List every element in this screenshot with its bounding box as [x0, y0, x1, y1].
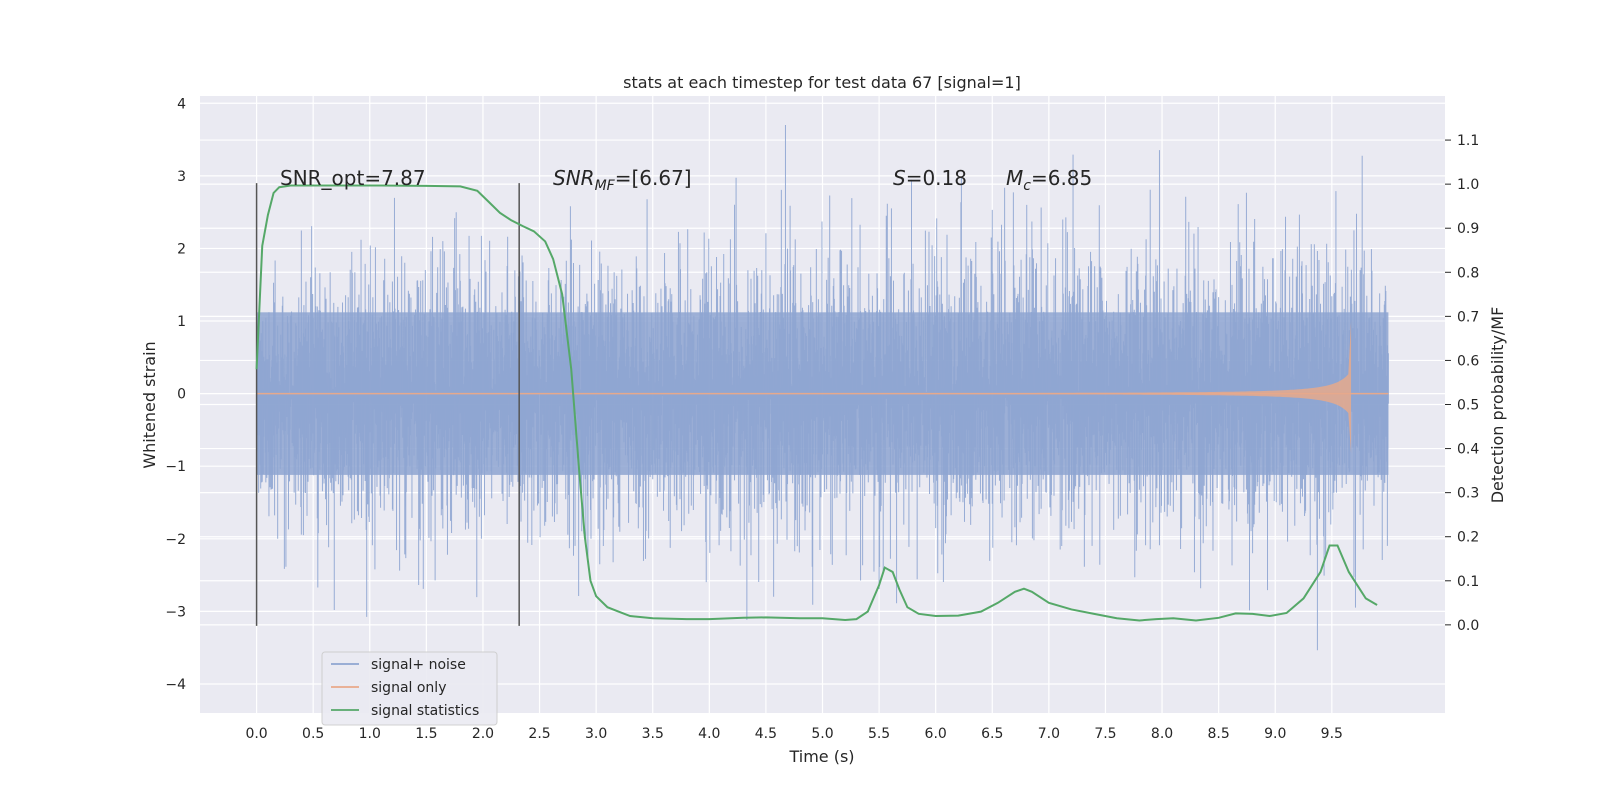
- y-axis-label-right: Detection probability/MF: [1488, 307, 1507, 504]
- y-left-tick-label: −4: [165, 677, 186, 693]
- series-signal-only: [256, 321, 1389, 454]
- chart-title: stats at each timestep for test data 67 …: [623, 73, 1021, 92]
- y-right-tick-label: 0.1: [1457, 574, 1479, 590]
- y-right-tick-label: 0.2: [1457, 530, 1479, 546]
- mc-value: =6.85: [1031, 166, 1092, 190]
- y-left-tick-label: 1: [177, 314, 186, 330]
- y-left-tick-label: 3: [177, 169, 186, 185]
- x-tick-label: 6.5: [981, 726, 1003, 742]
- snr-mf-value: =[6.67]: [615, 166, 692, 190]
- x-tick-label: 5.5: [868, 726, 890, 742]
- legend-label-signal-noise: signal+ noise: [371, 657, 466, 673]
- y-axis-label-left: Whitened strain: [140, 341, 159, 468]
- y-left-tick-label: 2: [177, 241, 186, 257]
- x-tick-label: 0.5: [302, 726, 324, 742]
- x-tick-label: 0.0: [245, 726, 267, 742]
- annotation-mc: Mc=6.85: [1006, 166, 1092, 194]
- annotation-s: S=0.18: [893, 166, 967, 190]
- y-right-tick-label: 0.6: [1457, 353, 1479, 369]
- legend-label-signal-statistics: signal statistics: [371, 703, 479, 719]
- snr-mf-name: SNR: [553, 166, 595, 190]
- x-tick-labels: 0.0 0.5 1.0 1.5 2.0 2.5 3.0 3.5 4.0 4.5 5.0 5.5 6.0 6…: [245, 726, 1342, 742]
- mc-sub: c: [1023, 178, 1031, 194]
- y-right-tick-label: 0.7: [1457, 309, 1479, 325]
- x-tick-label: 4.0: [698, 726, 720, 742]
- x-tick-label: 6.0: [925, 726, 947, 742]
- x-tick-label: 3.5: [642, 726, 664, 742]
- y-left-tick-label: −3: [165, 604, 186, 620]
- y-right-tick-label: 0.8: [1457, 265, 1479, 281]
- x-tick-label: 1.5: [415, 726, 437, 742]
- y-right-tick-label: 0.9: [1457, 221, 1479, 237]
- legend: signal+ noise signal only signal statist…: [321, 651, 498, 726]
- x-tick-label: 8.5: [1208, 726, 1230, 742]
- y-left-tick-label: 0: [177, 387, 186, 403]
- s-name: S: [893, 166, 906, 190]
- legend-box: [321, 651, 498, 726]
- x-tick-label: 8.0: [1151, 726, 1173, 742]
- y-left-tick-label: −2: [165, 532, 186, 548]
- y-right-tick-label: 0.5: [1457, 398, 1479, 414]
- x-tick-label: 9.5: [1321, 726, 1343, 742]
- x-tick-label: 5.0: [811, 726, 833, 742]
- y-left-tick-labels: −4 −3 −2 −1 0 1 2 3 4: [165, 96, 186, 693]
- y-right-tick-label: 0.3: [1457, 486, 1479, 502]
- statistics-line: [255, 184, 1378, 622]
- x-tick-label: 7.5: [1094, 726, 1116, 742]
- series-signal-statistics: [255, 184, 1378, 622]
- y-left-tick-label: 4: [177, 96, 186, 112]
- annotation-snr-mf: SNRMF=[6.67]: [553, 166, 692, 194]
- x-tick-label: 1.0: [359, 726, 381, 742]
- x-tick-label: 9.0: [1264, 726, 1286, 742]
- y-right-tick-label: 0.0: [1457, 618, 1479, 634]
- vertical-markers: [255, 183, 520, 626]
- y-right-tick-label: 1.0: [1457, 177, 1479, 193]
- x-tick-label: 2.0: [472, 726, 494, 742]
- x-tick-label: 3.0: [585, 726, 607, 742]
- annotation-snr-opt: SNR_opt=7.87: [280, 166, 426, 190]
- y-right-tick-label: 0.4: [1457, 442, 1479, 458]
- mc-name: M: [1006, 166, 1023, 190]
- s-value: =0.18: [906, 166, 967, 190]
- x-tick-label: 4.5: [755, 726, 777, 742]
- y-right-tick-labels: 0.0 0.1 0.2 0.3 0.4 0.5 0.6 0.7 0.8 0.9 1.0 1.1: [1445, 133, 1479, 634]
- x-axis-label: Time (s): [788, 747, 854, 766]
- legend-label-signal-only: signal only: [371, 680, 446, 696]
- x-tick-label: 2.5: [528, 726, 550, 742]
- y-left-tick-label: −1: [165, 459, 186, 475]
- snr-mf-sub: MF: [595, 178, 616, 194]
- y-right-tick-label: 1.1: [1457, 133, 1479, 149]
- x-tick-label: 7.0: [1038, 726, 1060, 742]
